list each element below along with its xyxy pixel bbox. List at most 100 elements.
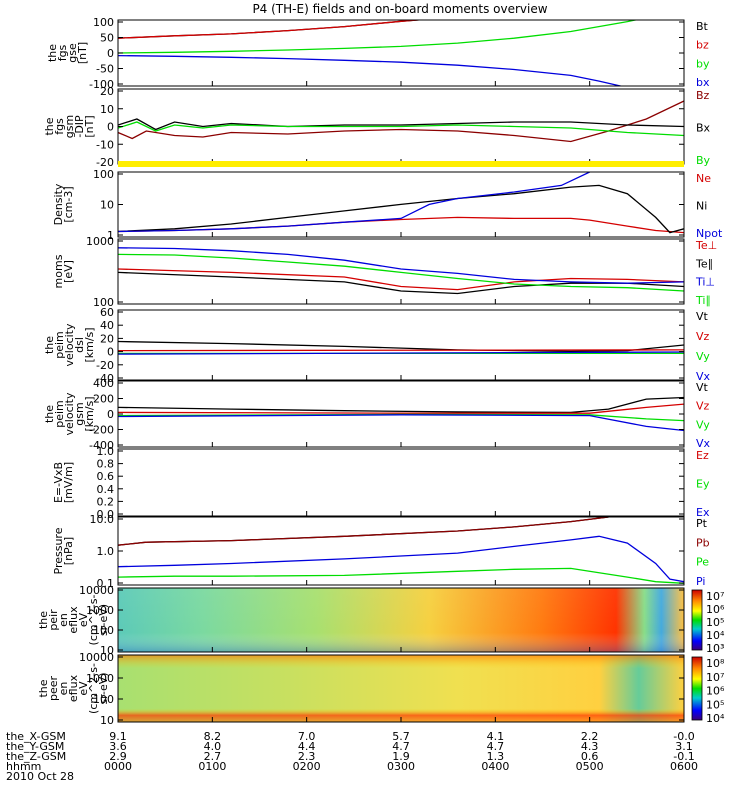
ylabel-line: peim [53,331,66,359]
xaxis-row-label: the_X-GSM [6,730,66,743]
ytick-label: -20 [96,156,114,169]
legend-Vx: Vx [696,370,711,383]
colorbar-label: 10⁶ [706,603,725,616]
ytick-label: -100 [89,78,114,91]
legend-by: by [696,57,710,70]
xaxis-value: 2.7 [204,750,222,763]
series-line-Vz [118,349,684,352]
legend-By: By [696,154,711,167]
ylabel-line: eV [77,681,90,696]
xaxis-row-label: the_Z-GSM [6,750,66,763]
ytick-label: 100 [93,168,114,181]
colorbar-p10 [691,656,703,721]
legend-bz: bz [696,39,709,52]
series-line-Pe [118,567,684,584]
ytick-label: -40 [96,372,114,385]
ylabel-line: fgs [53,118,66,135]
xaxis-value: 2.2 [581,730,599,743]
legend-Te⊥: Te⊥ [695,239,717,252]
ylabel-line: dsl [73,337,86,353]
xaxis-value: 2.3 [298,750,316,763]
ytick-label: 0 [107,47,114,60]
colorbar-label: 10⁶ [706,685,725,698]
ylabel-line: Density [52,183,65,225]
series-line-Pb [118,517,609,546]
series-line-Te⊥ [118,268,684,291]
series-line-Vx [118,351,684,355]
legend-Vz: Vz [696,330,710,343]
legend-Vy: Vy [696,418,710,431]
ytick-label: 20 [100,85,114,98]
ytick-label: 60 [100,306,114,319]
series-line-Ni [118,184,684,234]
xaxis-value: 0100 [198,760,226,773]
xaxis-value: 2.9 [109,750,127,763]
panel-frame-p7 [117,448,685,517]
ytick-label: 10.0 [90,513,115,526]
xaxis-value: 1.9 [392,750,410,763]
legend-Vt: Vt [696,310,709,323]
xaxis-value: 0500 [576,760,604,773]
ylabel-line: [mV/m] [62,462,75,503]
panel-p7: Ez Ey Ex 1.00.80.60.40.20.0 E=-VxB[mV/m] [52,445,710,521]
colorbar-label: 10⁴ [706,712,725,725]
legend-Te∥: Te∥ [695,257,713,270]
panel-frame-p5 [117,309,685,381]
ylabel-line: E=-VxB [52,462,65,503]
xaxis-value: 8.2 [204,730,222,743]
xaxis-value: 9.1 [109,730,127,743]
ylabel-line: [cm-3] [62,186,75,222]
ylabel-line: velocity [63,323,76,366]
xaxis-value: -0.1 [673,750,694,763]
ytick-label: 10 [100,103,114,116]
xaxis-value: 0000 [104,760,132,773]
ylabel-line: sr-eV) [97,604,110,636]
ylabel-line: eflux [67,606,80,634]
ytick-label: 10000 [79,584,114,597]
xaxis-value: 7.0 [298,730,316,743]
ytick-label: 1.0 [97,445,115,458]
xaxis-value: 0.6 [581,750,599,763]
colorbar-label: 10³ [706,642,724,655]
ylabel-line: (cm^2-s- [87,595,100,646]
ytick-label: 1.0 [97,545,115,558]
series-line-Vt [118,396,684,414]
legend-Ti⊥: Ti⊥ [695,276,715,289]
ylabel-line: en [57,682,70,696]
series-line-Npot [118,172,590,233]
ytick-label: 0.6 [97,470,115,483]
colorbar-p9 [691,589,703,651]
ytick-label: 0.1 [97,577,115,590]
ytick-label: 10 [100,714,114,727]
ytick-label: 0.8 [97,458,115,471]
ylabel-line: peer [47,676,60,702]
ylabel-line: [nPa] [62,537,75,565]
xaxis-value: 1.3 [487,750,505,763]
ytick-label: 1000 [86,604,114,617]
series-line-Bz [118,100,684,143]
panel-frame-p1 [117,19,685,87]
legend-Vx: Vx [696,437,711,450]
legend-Vt: Vt [696,381,709,394]
legend-Pe: Pe [696,556,709,569]
legend-bx: bx [696,76,710,89]
colorbar-label: 10⁷ [706,590,724,603]
panel-p4: Te⊥ Te∥ Ti⊥ Ti∥ 1000 100 moms[eV] [52,235,717,309]
series-line-bx [118,54,624,86]
colorbar-label: 10⁵ [706,616,724,629]
ylabel-line: (cm^2-s- [87,663,100,714]
date-label: 2010 Oct 28 [6,770,74,783]
xaxis-value: 0400 [481,760,509,773]
legend-Ez: Ez [696,449,709,462]
ylabel-line: [eV] [62,260,75,283]
xaxis-value: 3.6 [109,740,127,753]
xaxis-value: 0600 [670,760,698,773]
ytick-label: 10 [100,644,114,657]
legend-Bx: Bx [696,122,711,135]
ylabel-line: [nT] [76,42,89,64]
spectrogram-shading-p10 [118,655,684,722]
ylabel-line: the [37,611,50,629]
xaxis-value: 4.7 [392,740,410,753]
